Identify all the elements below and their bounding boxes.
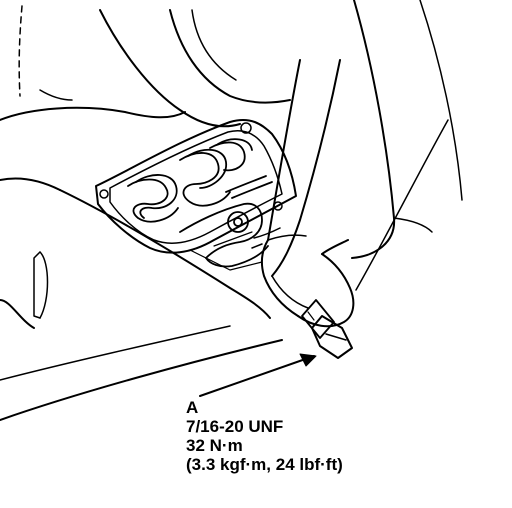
- support-arm: [351, 0, 463, 291]
- callout-torque-nm: 32 N·m: [186, 436, 243, 455]
- oil-pan-housing: [95, 118, 297, 254]
- drain-funnel: [251, 59, 355, 328]
- callout-letter: A: [186, 398, 199, 417]
- coiled-pipes: [127, 138, 273, 223]
- callout-torque-alt: (3.3 kgf·m, 24 lbf·ft): [186, 455, 343, 474]
- leader-arrow: [199, 353, 317, 397]
- callout-thread-size: 7/16-20 UNF: [186, 417, 284, 436]
- drain-bracket: [179, 202, 269, 271]
- callout-label: A 7/16-20 UNF 32 N·m (3.3 kgf·m, 24 lbf·…: [186, 398, 343, 474]
- upper-body-curve: [99, 9, 291, 128]
- drain-plug-bolt: [301, 299, 353, 359]
- body-panel: [0, 5, 283, 421]
